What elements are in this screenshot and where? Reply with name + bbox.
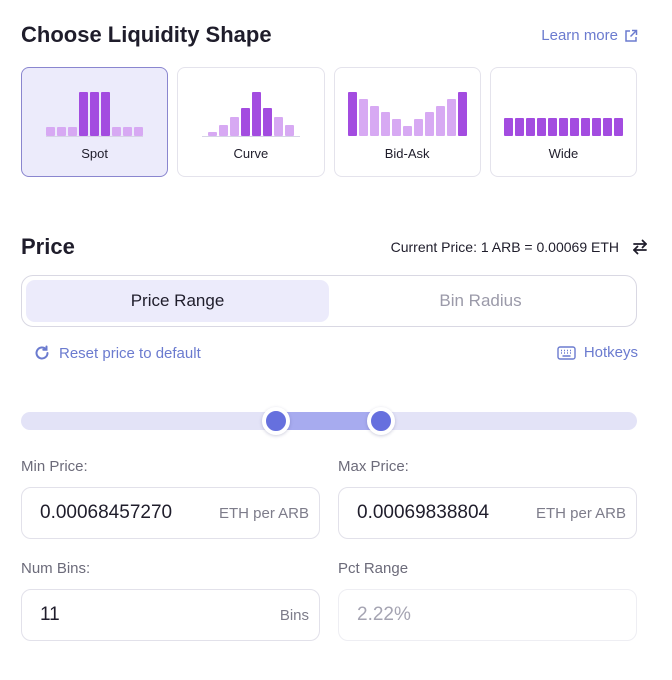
refresh-icon [35,345,49,360]
price-title: Price [21,234,75,259]
learn-more-label: Learn more [541,27,618,44]
num-bins-input[interactable]: 11 Bins [21,589,320,641]
tab-price-range[interactable]: Price Range [26,280,329,322]
hotkeys-label: Hotkeys [583,344,638,361]
bid-ask-shape-icon [335,86,480,136]
keyboard-icon [557,345,576,360]
min-price-input[interactable]: 0.00068457270 ETH per ARB [21,487,320,539]
learn-more-link[interactable]: Learn more [541,27,638,44]
reset-price-button[interactable]: Reset price to default [33,344,201,362]
reset-price-label: Reset price to default [59,344,201,362]
shape-label-spot: Spot [81,146,108,161]
shape-option-spot[interactable]: Spot [21,67,169,177]
shape-label-wide: Wide [548,146,579,161]
pct-range-field: 2.22% [338,589,637,641]
price-mode-toggle: Price Range Bin Radius [21,275,637,327]
shape-option-wide[interactable]: Wide [489,67,637,177]
external-link-icon [625,29,638,42]
shape-option-curve[interactable]: Curve [177,67,325,177]
slider-min-handle[interactable] [262,407,290,435]
pct-range-value: 2.22% [357,604,411,625]
max-price-label: Max Price: [338,458,409,475]
slider-max-handle[interactable] [367,407,395,435]
num-bins-label: Num Bins: [21,560,91,577]
min-price-unit: ETH per ARB [218,504,309,522]
max-price-value: 0.00069838804 [357,502,490,523]
max-price-unit: ETH per ARB [535,504,626,522]
spot-shape-icon [22,86,167,136]
slider-selected-range [276,412,381,430]
price-range-slider[interactable] [21,407,637,435]
liquidity-shape-options: Spot Curve Bid-Ask [21,67,637,177]
liquidity-shape-title: Choose Liquidity Shape [21,22,272,47]
max-price-input[interactable]: 0.00069838804 ETH per ARB [338,487,637,539]
tab-bin-radius[interactable]: Bin Radius [439,291,522,310]
shape-label-bid-ask: Bid-Ask [384,146,430,161]
hotkeys-button[interactable]: Hotkeys [557,344,638,361]
current-price-text: Current Price: 1 ARB = 0.00069 ETH [390,239,619,255]
num-bins-unit: Bins [279,606,309,624]
wide-shape-icon [491,86,636,136]
shape-option-bid-ask[interactable]: Bid-Ask [333,67,481,177]
min-price-value: 0.00068457270 [40,502,173,523]
curve-shape-icon [178,86,323,136]
min-price-label: Min Price: [21,458,88,475]
swap-icon[interactable] [631,238,649,256]
current-price: Current Price: 1 ARB = 0.00069 ETH [391,238,649,256]
num-bins-value: 11 [40,604,60,625]
shape-label-curve: Curve [233,146,269,161]
pct-range-label: Pct Range [338,560,409,577]
